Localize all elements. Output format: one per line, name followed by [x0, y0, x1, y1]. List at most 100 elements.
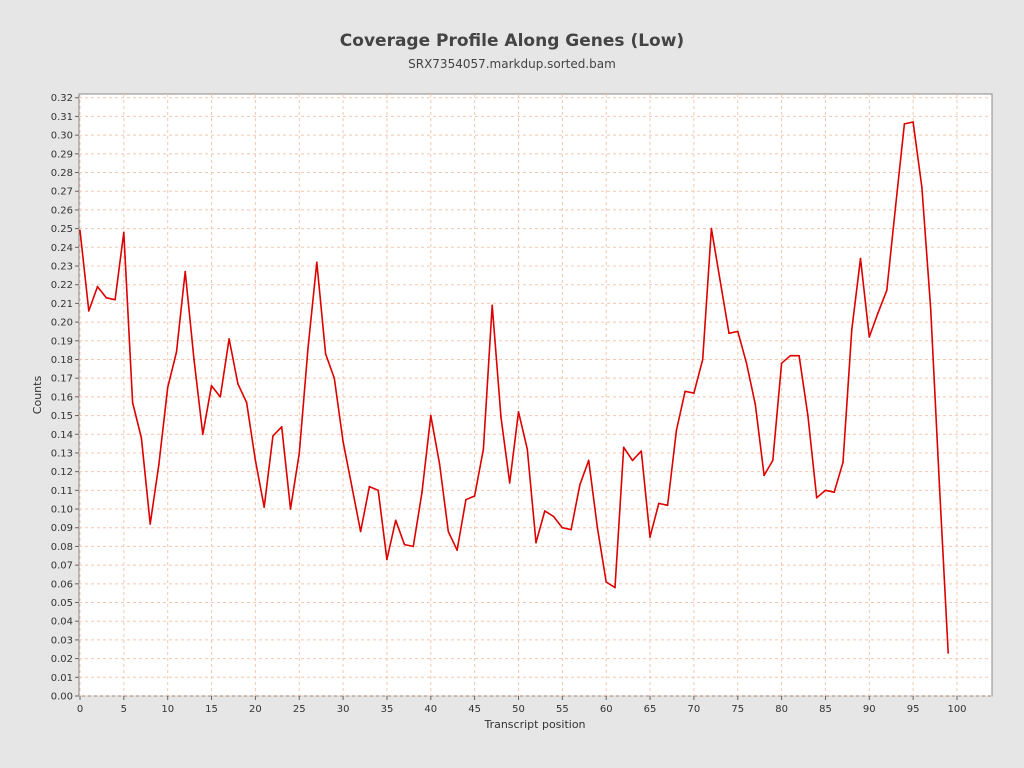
data-point — [894, 205, 897, 207]
data-point — [938, 485, 941, 488]
x-tick-label: 70 — [688, 704, 701, 715]
data-point — [491, 304, 493, 307]
x-tick-label: 85 — [819, 704, 832, 715]
data-point — [640, 450, 643, 452]
data-point — [158, 463, 160, 465]
y-tick-label: 0.00 — [51, 692, 73, 703]
data-point — [166, 386, 169, 389]
series — [79, 121, 950, 654]
x-tick-label: 90 — [863, 704, 876, 715]
data-point — [877, 311, 879, 314]
data-point — [500, 416, 502, 419]
data-point — [377, 489, 379, 492]
x-tick-label: 75 — [731, 704, 744, 715]
data-point — [96, 285, 99, 288]
data-point — [701, 358, 704, 361]
y-tick-label: 0.30 — [51, 131, 73, 142]
data-point — [245, 401, 248, 404]
x-tick-label: 55 — [556, 704, 569, 715]
y-tick-label: 0.24 — [51, 243, 73, 254]
data-point — [561, 526, 564, 529]
data-point — [482, 448, 485, 451]
data-point — [324, 353, 327, 355]
x-tick-label: 65 — [644, 704, 657, 715]
x-tick-label: 15 — [205, 704, 218, 715]
data-point — [587, 459, 590, 462]
data-point — [140, 437, 143, 439]
data-point — [842, 461, 844, 464]
data-point — [105, 296, 108, 299]
data-point — [228, 338, 230, 340]
data-point — [824, 489, 827, 492]
data-point — [368, 485, 371, 488]
data-point — [693, 392, 695, 394]
data-point — [193, 358, 195, 361]
x-tick-label: 35 — [381, 704, 394, 715]
data-point — [517, 411, 520, 413]
data-point — [666, 504, 669, 507]
y-tick-label: 0.19 — [51, 336, 73, 347]
data-point — [736, 330, 739, 333]
data-point — [903, 123, 906, 125]
data-point — [289, 508, 292, 510]
x-tick-label: 80 — [775, 704, 788, 715]
y-tick-label: 0.13 — [51, 448, 73, 459]
y-tick-label: 0.09 — [51, 523, 73, 534]
axes: 0 5 10 15 20 25 30 35 40 45 50 55 60 65 70 75 80 85 90 95 10… — [51, 93, 967, 715]
y-tick-label: 0.27 — [51, 187, 73, 198]
data-point — [596, 526, 599, 529]
data-point — [131, 401, 134, 404]
y-tick-label: 0.08 — [51, 542, 73, 553]
y-tick-label: 0.05 — [51, 598, 73, 609]
y-tick-label: 0.29 — [51, 149, 73, 160]
data-point — [403, 543, 406, 546]
y-tick-label: 0.14 — [51, 430, 73, 441]
x-tick-label: 20 — [249, 704, 262, 715]
data-point — [114, 298, 116, 301]
x-tick-label: 50 — [512, 704, 525, 715]
x-tick-label: 40 — [424, 704, 437, 715]
data-point — [745, 362, 748, 365]
data-point — [526, 448, 529, 451]
y-tick-label: 0.02 — [51, 654, 73, 665]
data-point — [605, 581, 607, 583]
data-point — [237, 382, 239, 385]
y-tick-label: 0.28 — [51, 168, 73, 179]
x-tick-label: 95 — [907, 704, 920, 715]
data-point — [333, 377, 336, 379]
x-tick-label: 25 — [293, 704, 306, 715]
data-point — [456, 549, 458, 551]
data-point — [859, 257, 862, 260]
data-point — [201, 433, 204, 436]
data-point — [947, 652, 950, 654]
data-point — [850, 328, 853, 331]
data-point — [508, 482, 511, 484]
data-point — [552, 515, 555, 518]
data-point — [544, 510, 546, 512]
y-tick-label: 0.26 — [51, 205, 73, 216]
data-point — [342, 440, 344, 443]
data-point — [447, 530, 450, 533]
y-tick-label: 0.03 — [51, 635, 73, 646]
data-point — [868, 336, 871, 338]
x-tick-label: 0 — [77, 704, 83, 715]
data-point — [631, 459, 634, 462]
y-tick-label: 0.06 — [51, 579, 73, 590]
y-axis-label: Counts — [31, 376, 44, 415]
x-tick-label: 10 — [161, 704, 174, 715]
data-point — [123, 231, 125, 234]
y-tick-label: 0.25 — [51, 224, 73, 235]
y-tick-label: 0.01 — [51, 673, 73, 684]
data-point — [649, 536, 651, 538]
chart-subtitle: SRX7354057.markdup.sorted.bam — [408, 57, 616, 71]
y-tick-label: 0.12 — [51, 467, 73, 478]
data-point — [465, 498, 467, 501]
data-point — [473, 495, 476, 497]
data-point — [535, 541, 537, 544]
data-point — [921, 186, 923, 189]
data-point — [272, 435, 274, 437]
coverage-series-line — [79, 121, 949, 654]
data-point — [815, 497, 818, 499]
data-point — [798, 354, 800, 357]
